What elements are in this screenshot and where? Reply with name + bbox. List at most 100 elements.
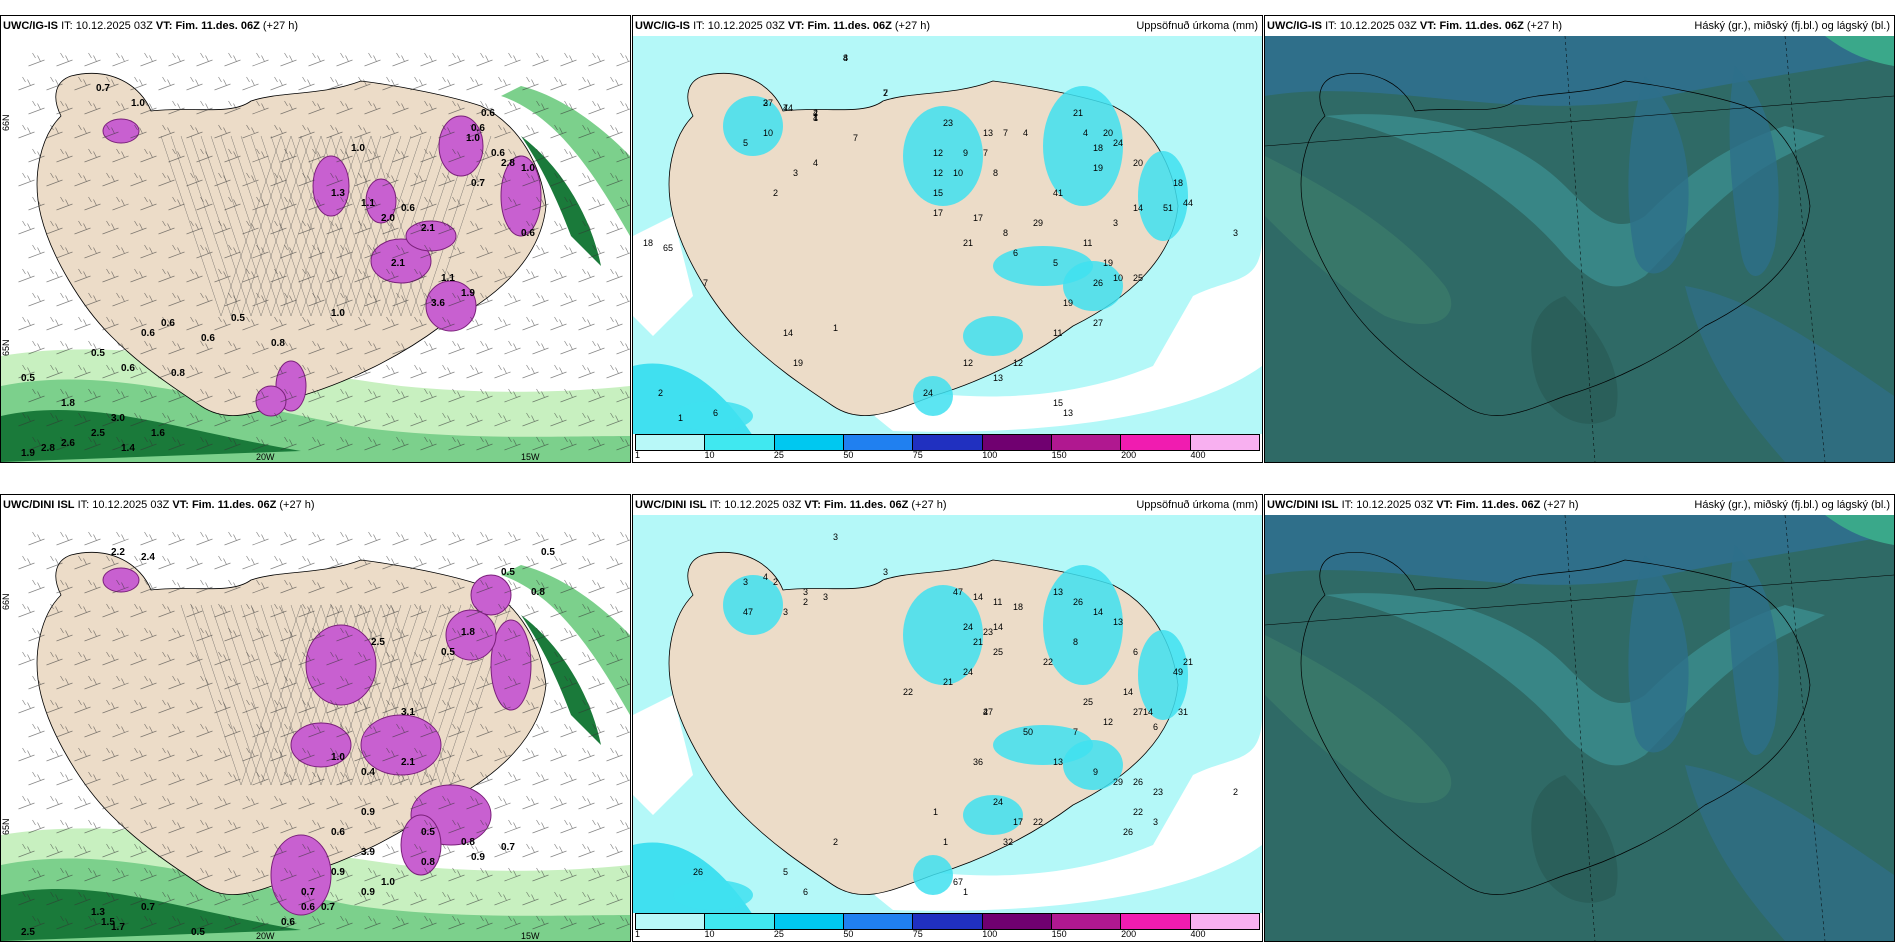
wind-barb	[504, 675, 521, 690]
wind-barb	[616, 531, 630, 546]
wind-barb	[308, 100, 325, 115]
wind-barb	[252, 436, 269, 451]
wind-barb	[112, 771, 129, 786]
precip-area	[903, 106, 983, 206]
wind-barb	[494, 891, 511, 906]
valid-time: Fim. 11.des. 06Z	[175, 20, 260, 32]
wind-barb	[578, 747, 595, 762]
value-label: 0.5	[541, 547, 555, 558]
panel-wind-precip-ig: UWC/IG-IS IT: 10.12.2025 03Z VT: Fim. 11…	[0, 15, 631, 463]
wind-barb	[214, 699, 231, 714]
wind-barb	[606, 795, 623, 810]
wind-barb	[214, 124, 231, 139]
panel-title: Uppsöfnuð úrkoma (mm)	[1136, 499, 1258, 511]
wind-barb	[140, 915, 157, 930]
valid-time: Fim. 11.des. 06Z	[1439, 20, 1524, 32]
wind-barb	[28, 436, 45, 451]
wind-barb	[130, 124, 147, 139]
wind-barb	[140, 771, 157, 786]
value-label: 2.1	[421, 223, 435, 234]
wind-barb	[410, 699, 427, 714]
wind-barb	[476, 196, 493, 211]
wind-barb	[504, 771, 521, 786]
value-label: 0.6	[471, 123, 485, 134]
wind-barb	[448, 196, 465, 211]
wind-barb	[298, 891, 315, 906]
wind-barb	[392, 771, 409, 786]
wind-barb	[298, 699, 315, 714]
wind-barb	[504, 531, 521, 546]
wind-barb	[84, 819, 101, 834]
wind-barb	[242, 651, 259, 666]
value-label: 2.0	[381, 213, 395, 224]
value-label: 10	[763, 128, 773, 138]
wind-barb	[392, 723, 409, 738]
wind-barb	[448, 675, 465, 690]
wind-barb	[196, 627, 213, 642]
value-label: 31	[1178, 707, 1188, 717]
value-label: 1.8	[61, 398, 75, 409]
wind-barb	[476, 52, 493, 67]
wind-barb	[616, 52, 630, 67]
wind-barb	[550, 843, 567, 858]
wind-barb	[112, 867, 129, 882]
wind-barb	[270, 268, 287, 283]
value-label: 1.1	[441, 273, 455, 284]
wind-map: 0.5 2.2 2.4 0.5 0.8 1.8 2.5 0.5 3.1 1.0 2.1 0.4 0.9 0…	[1, 515, 630, 941]
wind-barb	[270, 316, 287, 331]
wind-barb	[606, 843, 623, 858]
value-label: 7	[853, 133, 858, 143]
wind-barb	[606, 555, 623, 570]
wind-barb	[420, 52, 437, 67]
wind-barb	[140, 819, 157, 834]
wind-barb	[56, 52, 73, 67]
value-label: 10	[1113, 273, 1123, 283]
wind-barb	[102, 412, 119, 427]
wind-barb	[158, 843, 175, 858]
wind-barb	[140, 196, 157, 211]
value-label: 17	[933, 208, 943, 218]
wind-barb	[448, 244, 465, 259]
wind-barb	[168, 771, 185, 786]
wind-barb	[364, 436, 381, 451]
wind-barb	[448, 867, 465, 882]
value-label: 22	[903, 687, 913, 697]
wind-barb	[336, 196, 353, 211]
wind-barb	[168, 388, 185, 403]
wind-barb	[46, 316, 63, 331]
wind-barb	[308, 196, 325, 211]
wind-barb	[588, 436, 605, 451]
wind-barb	[364, 915, 381, 930]
wind-barb	[56, 771, 73, 786]
wind-barb	[326, 555, 343, 570]
wind-barb	[494, 124, 511, 139]
wind-barb	[270, 220, 287, 235]
wind-barb	[298, 220, 315, 235]
wind-barb	[168, 675, 185, 690]
wind-barb	[168, 867, 185, 882]
value-label: 3.9	[361, 847, 375, 858]
wind-barb	[56, 100, 73, 115]
value-label: 12	[933, 168, 943, 178]
wind-barb	[242, 603, 259, 618]
legend-tick: 10	[704, 929, 715, 939]
wind-barb	[74, 76, 91, 91]
wind-barb	[252, 196, 269, 211]
value-label: 1.0	[331, 308, 345, 319]
wind-barb	[242, 268, 259, 283]
wind-barb	[252, 244, 269, 259]
wind-barb	[354, 891, 371, 906]
wind-barb	[522, 843, 539, 858]
wind-barb	[298, 651, 315, 666]
wind-barb	[56, 244, 73, 259]
wind-barb	[102, 651, 119, 666]
wind-barb	[224, 579, 241, 594]
wind-barb	[280, 867, 297, 882]
wind-barb	[494, 316, 511, 331]
wind-barb	[196, 675, 213, 690]
wind-barb	[560, 531, 577, 546]
wind-barb	[588, 292, 605, 307]
wind-barb	[252, 531, 269, 546]
wind-barb	[130, 76, 147, 91]
